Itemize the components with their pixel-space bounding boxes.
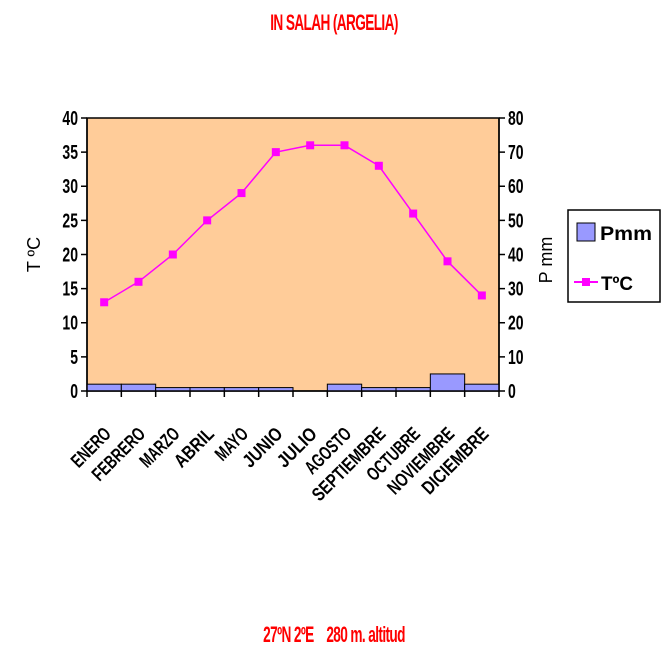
temp-point-agosto xyxy=(340,141,349,150)
precip-bar-agosto xyxy=(326,383,363,392)
right-tick-label: 60 xyxy=(508,175,524,198)
legend-temp-marker xyxy=(582,278,590,286)
left-tick-label: 30 xyxy=(62,175,78,198)
precip-bar-enero xyxy=(86,383,122,392)
temp-point-diciembre xyxy=(477,291,486,300)
temp-point-febrero xyxy=(134,277,143,286)
precip-bar-diciembre xyxy=(464,383,500,392)
plot-area xyxy=(86,117,500,392)
right-tick-label: 10 xyxy=(508,345,524,368)
precip-bar-febrero xyxy=(120,383,157,392)
left-axis-title: T ºC xyxy=(24,237,44,272)
temp-point-enero xyxy=(100,298,109,307)
temp-point-septiembre xyxy=(374,161,383,170)
temperature-series-line xyxy=(103,144,483,303)
temp-point-julio xyxy=(306,141,315,150)
left-tick-label: 40 xyxy=(62,106,78,129)
temp-point-mayo xyxy=(237,189,246,198)
right-axis-title: P mm xyxy=(536,237,556,284)
right-tick-label: 80 xyxy=(508,106,524,129)
right-tick-label: 40 xyxy=(508,243,524,266)
chart-title: IN SALAH (ARGELIA) xyxy=(270,10,398,35)
temperature-line xyxy=(100,141,486,307)
right-tick-label: 20 xyxy=(508,311,524,334)
left-tick-label: 25 xyxy=(62,209,78,232)
left-tick-label: 5 xyxy=(70,345,78,368)
right-tick-label: 0 xyxy=(508,379,516,402)
temp-point-noviembre xyxy=(443,257,452,266)
left-tick-label: 35 xyxy=(62,141,78,164)
plot-background xyxy=(86,117,500,392)
left-tick-label: 10 xyxy=(62,311,78,334)
left-tick-label: 20 xyxy=(62,243,78,266)
temp-point-abril xyxy=(203,216,212,225)
legend-pmm-label: Pmm xyxy=(600,224,652,245)
left-tick-label: 15 xyxy=(62,277,78,300)
right-tick-label: 50 xyxy=(508,209,524,232)
category-label-abril: ABRIL xyxy=(170,423,219,472)
legend-pmm-swatch xyxy=(576,222,596,242)
temp-point-junio xyxy=(271,148,280,157)
precip-bar-noviembre xyxy=(429,373,466,392)
legend-temp-label: TºC xyxy=(601,274,633,295)
legend: Pmm TºC xyxy=(567,209,661,303)
left-tick-label: 0 xyxy=(70,379,78,402)
right-tick-label: 30 xyxy=(508,277,524,300)
chart-subtitle: 27ºN 2ºE 280 m. altitud xyxy=(263,622,405,647)
temp-point-marzo xyxy=(168,250,177,259)
axes: 0 5 10 15 20 25 30 35 40 0 10 20 30 40 50 60 70 80 T ºC P m… xyxy=(24,106,556,402)
temp-point-octubre xyxy=(409,209,418,218)
category-labels: ENEROFEBREROMARZOABRILMAYOJUNIOJULIOAGOS… xyxy=(67,423,493,505)
right-tick-label: 70 xyxy=(508,141,524,164)
